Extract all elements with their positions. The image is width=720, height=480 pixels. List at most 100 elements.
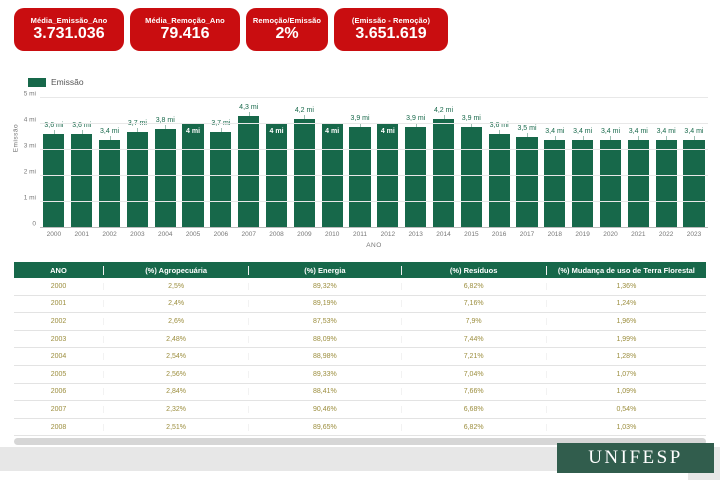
x-tick-2011: 2011 [353, 231, 368, 238]
bar-2014[interactable] [432, 118, 455, 228]
table-cell: 1,96% [616, 317, 637, 325]
table-cell: 7,44% [402, 335, 547, 343]
table-row-2005[interactable]: 2005 2,56% 89,33% 7,04% 1,07% [14, 365, 706, 384]
x-tick-2014: 2014 [436, 231, 451, 238]
table-cell: 2002 [14, 317, 104, 325]
table-row-2002[interactable]: 2002 2,6% 87,53% 7,9% 1,96% [14, 313, 706, 331]
bar-group-2000: 3,6 mi 2000 [40, 98, 68, 238]
table-cell: 2008 [14, 423, 104, 431]
bar-2002[interactable] [98, 139, 121, 228]
bar-group-2023: 3,4 mi 2023 [680, 98, 708, 238]
table-header-cell-4[interactable]: (%) Mudança de uso de Terra Florestal [557, 265, 695, 275]
bar-2001[interactable] [71, 134, 93, 228]
table-row-2006[interactable]: 2006 2,84% 88,41% 7,66% 1,09% [14, 383, 706, 402]
bar-group-2022: 3,4 mi 2022 [652, 98, 680, 238]
bar-group-2005: 4 mi 2005 [179, 98, 207, 238]
table-cell: 89,19% [249, 300, 402, 308]
dashboard-canvas: Média_Emissão_Ano 3.731.036 Média_Remoção_… [0, 0, 720, 447]
kpi-card-3[interactable]: (Emissão - Remoção) 3.651.619 [334, 8, 448, 51]
bar-label-leader [443, 114, 445, 119]
bar-2018[interactable] [544, 139, 566, 228]
bar-value-label: 3,9 mi [350, 114, 370, 122]
bar-2017[interactable] [516, 137, 538, 228]
bar-2009[interactable] [293, 118, 315, 228]
kpi-card-2[interactable]: Remoção/Emissão 2% [246, 8, 328, 51]
bar-2021[interactable] [627, 139, 649, 228]
kpi-card-value: 2% [275, 25, 299, 42]
bar-value-label: 3,8 mi [155, 117, 175, 125]
bar-group-2004: 3,8 mi 2004 [151, 98, 179, 238]
bar-2005[interactable] [182, 124, 204, 228]
table-cell: 1,24% [616, 300, 637, 308]
kpi-card-0[interactable]: Média_Emissão_Ano 3.731.036 [14, 8, 124, 51]
kpi-card-label: (Emissão - Remoção) [351, 16, 431, 25]
bar-2020[interactable] [599, 139, 622, 228]
bar-2023[interactable] [683, 139, 705, 228]
table-header-cell-0[interactable]: ANO [14, 265, 104, 275]
x-tick-2015: 2015 [464, 231, 479, 238]
bar-2010[interactable] [321, 124, 343, 228]
bar-value-label: 3,4 mi [656, 127, 676, 135]
table-row-2000[interactable]: 2000 2,5% 89,32% 6,82% 1,36% [14, 278, 706, 296]
gridline-2mi [40, 175, 708, 176]
bar-2015[interactable] [460, 126, 482, 228]
bar-label-leader [81, 130, 83, 135]
bar-2019[interactable] [572, 139, 594, 228]
bar-value-label: 3,4 mi [684, 127, 704, 135]
bar-2000[interactable] [43, 134, 65, 228]
bar-2004[interactable] [154, 129, 176, 228]
bar-group-2017: 3,5 mi 2017 [513, 98, 541, 238]
bar-value-label: 4 mi [269, 128, 284, 135]
bar-2016[interactable] [488, 134, 510, 228]
bar-label-leader [165, 125, 167, 130]
bar-value-label: 3,4 mi [573, 127, 593, 135]
bar-group-2019: 3,4 mi 2019 [569, 98, 597, 238]
table-cell: 89,32% [249, 282, 402, 290]
table-cell: 7,16% [402, 300, 547, 308]
bar-value-label: 4 mi [186, 128, 201, 135]
table-header-cell-1[interactable]: (%) Agropecuária [104, 265, 250, 275]
bar-value-label: 3,5 mi [517, 125, 537, 132]
bar-2012[interactable] [377, 124, 399, 228]
bar-label-leader [220, 127, 222, 132]
gridline-1mi [40, 201, 708, 202]
bar-label-leader [304, 114, 306, 119]
table-cell: 0,54% [616, 405, 637, 413]
table-header-cell-3[interactable]: (%) Resíduos [402, 265, 547, 275]
bar-2022[interactable] [655, 139, 677, 228]
bar-2003[interactable] [126, 131, 148, 228]
table-row-2008[interactable]: 2008 2,51% 89,65% 6,82% 1,03% [14, 418, 706, 437]
bar-value-label: 3,6 mi [72, 122, 92, 130]
bar-group-2008: 4 mi 2008 [263, 98, 291, 238]
bar-value-label: 4,3 mi [239, 104, 259, 112]
table-row-2001[interactable]: 2001 2,4% 89,19% 7,16% 1,24% [14, 295, 706, 314]
kpi-card-1[interactable]: Média_Remoção_Ano 79.416 [130, 8, 240, 51]
table-header-cell-2[interactable]: (%) Energia [249, 265, 402, 275]
bar-2013[interactable] [405, 126, 427, 228]
x-axis-title: ANO [366, 242, 382, 249]
bar-2006[interactable] [210, 131, 232, 228]
x-tick-2004: 2004 [157, 231, 173, 238]
bar-label-leader [582, 135, 584, 140]
bar-2007[interactable] [238, 116, 260, 228]
bar-group-2015: 3,9 mi 2015 [457, 98, 485, 238]
x-tick-2018: 2018 [547, 231, 563, 238]
table-row-2003[interactable]: 2003 2,48% 88,09% 7,44% 1,99% [14, 330, 706, 349]
bar-2011[interactable] [349, 126, 371, 228]
bar-group-2016: 3,6 mi 2016 [485, 98, 513, 238]
table-cell: 2007 [14, 405, 104, 413]
table-row-2004[interactable]: 2004 2,54% 88,98% 7,21% 1,28% [14, 348, 706, 366]
x-tick-2005: 2005 [185, 231, 201, 238]
table-scrollbar[interactable] [14, 438, 706, 446]
bar-2008[interactable] [265, 124, 288, 228]
gridline-5mi [40, 97, 708, 98]
table-cell: 2,84% [104, 388, 250, 396]
chart-legend[interactable]: Emissão [28, 76, 708, 88]
table-row-2007[interactable]: 2007 2,32% 90,46% 6,68% 0,54% [14, 401, 706, 419]
table-cell: 90,46% [249, 405, 402, 413]
y-tick-label: 1 mi [23, 194, 36, 202]
bar-group-2007: 4,3 mi 2007 [235, 98, 263, 238]
bar-value-label: 4,2 mi [433, 106, 454, 114]
kpi-card-label: Média_Remoção_Ano [145, 16, 225, 25]
